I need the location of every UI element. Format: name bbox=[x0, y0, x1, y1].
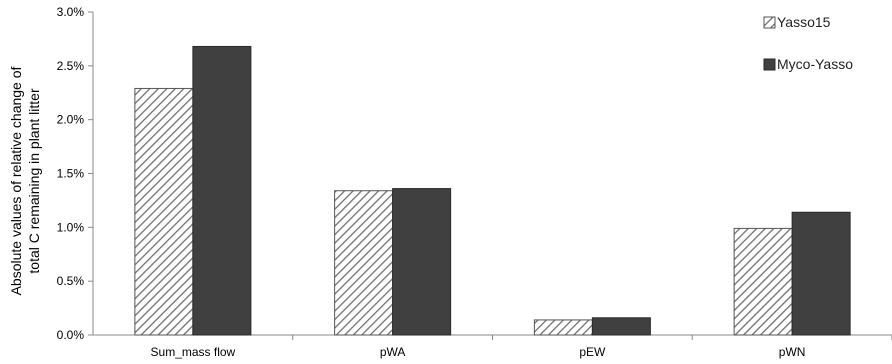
legend-label-myco-yasso: Myco-Yasso bbox=[777, 56, 853, 72]
plot-area: 0.0% 0.5% 1.0% 1.5% 2.0% 2.5% 3.0% Sum_mass flo… bbox=[57, 5, 892, 359]
y-tick-label: 2.0% bbox=[57, 113, 85, 127]
y-tick-label: 1.0% bbox=[57, 220, 85, 234]
y-tick-label: 2.5% bbox=[57, 59, 85, 73]
bar-yasso15-1 bbox=[134, 87, 194, 336]
x-category-label: pWA bbox=[380, 345, 406, 359]
bar-yasso15-4 bbox=[733, 227, 793, 336]
y-tick-label: 0.5% bbox=[57, 274, 85, 288]
legend: Yasso15 Myco-Yasso bbox=[763, 14, 853, 72]
x-category-label: pWN bbox=[779, 345, 806, 359]
y-axis-title-line-1: Absolute values of relative change of bbox=[8, 66, 24, 295]
y-tick-label: 0.0% bbox=[57, 328, 85, 342]
x-category-label: Sum_mass flow bbox=[151, 345, 236, 359]
bar-myco-yasso-1 bbox=[192, 45, 252, 336]
bar-myco-yasso-3 bbox=[591, 317, 651, 336]
y-axis-title: Absolute values of relative change of to… bbox=[8, 66, 42, 295]
bar-yasso15-2 bbox=[334, 190, 394, 336]
legend-swatch-myco-yasso bbox=[763, 58, 776, 71]
y-axis-title-line-2: total C remaining in plant litter bbox=[26, 88, 42, 274]
bar-myco-yasso-2 bbox=[392, 188, 452, 336]
y-tick-label: 1.5% bbox=[57, 167, 85, 181]
legend-item-myco-yasso: Myco-Yasso bbox=[763, 56, 853, 72]
x-category-label: pEW bbox=[579, 345, 606, 359]
bar-yasso15-3 bbox=[533, 319, 593, 336]
y-tick-label: 3.0% bbox=[57, 5, 85, 19]
legend-swatch-yasso15 bbox=[763, 16, 776, 29]
legend-label-yasso15: Yasso15 bbox=[777, 14, 831, 30]
bar-myco-yasso-4 bbox=[791, 211, 851, 336]
legend-item-yasso15: Yasso15 bbox=[763, 14, 831, 30]
